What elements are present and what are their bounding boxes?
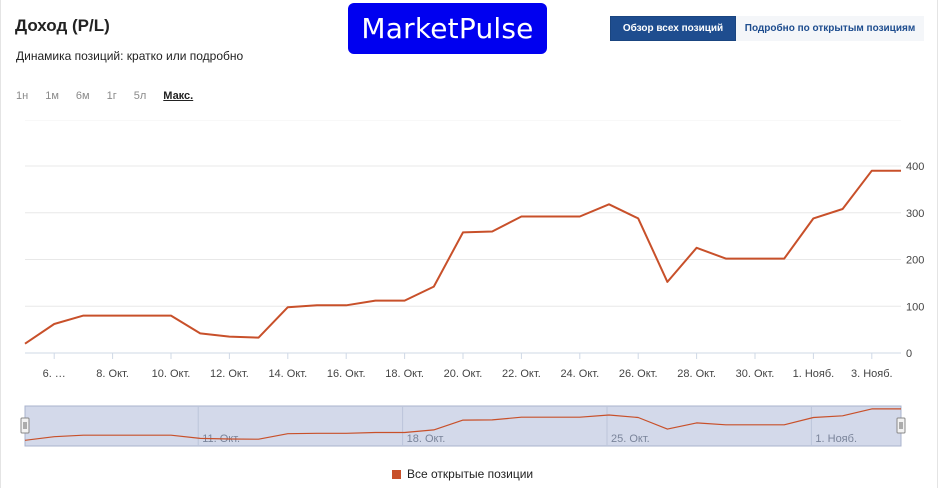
legend-swatch	[392, 469, 401, 479]
page-title: Доход (P/L)	[15, 16, 110, 35]
legend[interactable]: Все открытые позиции	[392, 467, 533, 481]
brand-logo: MarketPulse	[348, 3, 547, 54]
range-1y[interactable]: 1г	[106, 90, 117, 102]
y-tick-label: 400	[906, 161, 924, 173]
navigator-label: 1. Нояб.	[815, 433, 857, 445]
y-tick-label: 300	[906, 208, 924, 220]
range-navigator[interactable]: 11. Окт. 18. Окт. 25. Окт. 1. Нояб.	[0, 400, 938, 452]
range-6m[interactable]: 6м	[75, 90, 90, 102]
legend-label: Все открытые позиции	[407, 467, 534, 481]
x-tick-label: 6. …	[43, 368, 66, 380]
x-tick-label: 8. Окт.	[96, 368, 129, 380]
navigator-mask	[24, 405, 902, 447]
x-tick-label: 30. Окт.	[736, 368, 775, 380]
y-tick-label: 200	[906, 255, 924, 267]
range-5y[interactable]: 5л	[133, 90, 147, 102]
series-line	[24, 169, 901, 345]
handle-body	[20, 417, 30, 434]
x-tick-label: 1. Нояб.	[793, 368, 835, 380]
page-subtitle: Динамика позиций: кратко или подробно	[16, 49, 244, 63]
x-tick-label: 10. Окт.	[152, 368, 191, 380]
x-tick-label: 14. Окт.	[268, 368, 307, 380]
x-tick-label: 18. Окт.	[385, 368, 424, 380]
tab-all-positions[interactable]: Обзор всех позиций	[610, 16, 736, 41]
x-tick-label: 3. Нояб.	[851, 368, 893, 380]
x-tick-label: 20. Окт.	[444, 368, 483, 380]
range-max[interactable]: Макс.	[163, 90, 194, 102]
range-1m[interactable]: 1м	[45, 90, 59, 102]
x-tick-label: 12. Окт.	[210, 368, 249, 380]
tab-open-positions-detail[interactable]: Подробно по открытым позициям	[736, 16, 924, 41]
x-tick-label: 16. Окт.	[327, 368, 366, 380]
y-tick-label: 100	[906, 301, 924, 313]
range-1w[interactable]: 1н	[16, 90, 29, 102]
y-tick-label: 0	[906, 348, 912, 360]
navigator-left-handle[interactable]	[20, 417, 30, 434]
navigator-series-line	[24, 408, 901, 441]
view-tabs: Обзор всех позиций Подробно по открытым …	[610, 16, 924, 41]
x-tick-label: 26. Окт.	[619, 368, 658, 380]
x-tick-label: 28. Окт.	[677, 368, 716, 380]
navigator-right-handle[interactable]	[896, 417, 906, 434]
navigator-label: 25. Окт.	[611, 433, 650, 445]
line-chart: 0 100 200 300 400 6. … 8. Окт. 10. Окт. 12. Окт.…	[24, 120, 924, 380]
handle-body	[896, 417, 906, 434]
x-tick-label: 24. Окт.	[560, 368, 599, 380]
navigator-label: 18. Окт.	[407, 433, 446, 445]
x-tick-label: 22. Окт.	[502, 368, 541, 380]
range-selector: 1н 1м 6м 1г 5л Макс.	[16, 90, 210, 102]
